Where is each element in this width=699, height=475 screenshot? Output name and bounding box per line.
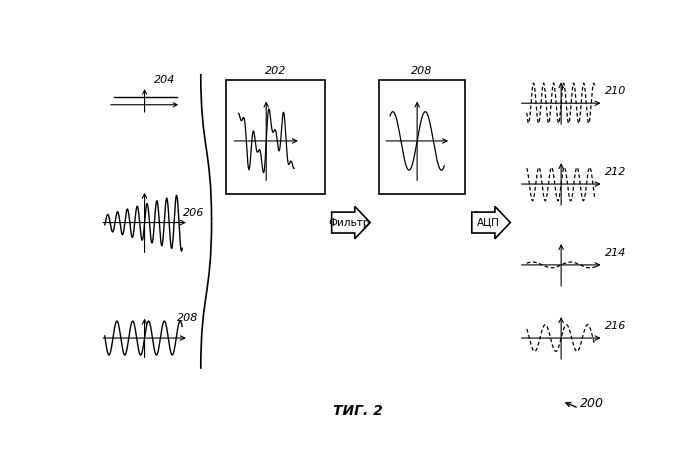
Text: АЦП: АЦП — [477, 218, 500, 228]
Text: 206: 206 — [183, 209, 204, 218]
Polygon shape — [331, 206, 370, 239]
Text: 214: 214 — [605, 248, 626, 258]
Bar — [226, 80, 325, 194]
Text: Фильтр: Фильтр — [328, 218, 369, 228]
Text: 212: 212 — [605, 167, 626, 177]
Text: 210: 210 — [605, 86, 626, 96]
Text: 204: 204 — [154, 75, 175, 85]
Text: 208: 208 — [177, 313, 199, 323]
Text: 216: 216 — [605, 321, 626, 331]
Text: ΤИГ. 2: ΤИГ. 2 — [333, 404, 383, 418]
Text: 208: 208 — [411, 66, 433, 76]
Polygon shape — [472, 206, 510, 239]
Text: 200: 200 — [580, 398, 605, 410]
Text: 202: 202 — [265, 66, 286, 76]
Bar — [379, 80, 465, 194]
